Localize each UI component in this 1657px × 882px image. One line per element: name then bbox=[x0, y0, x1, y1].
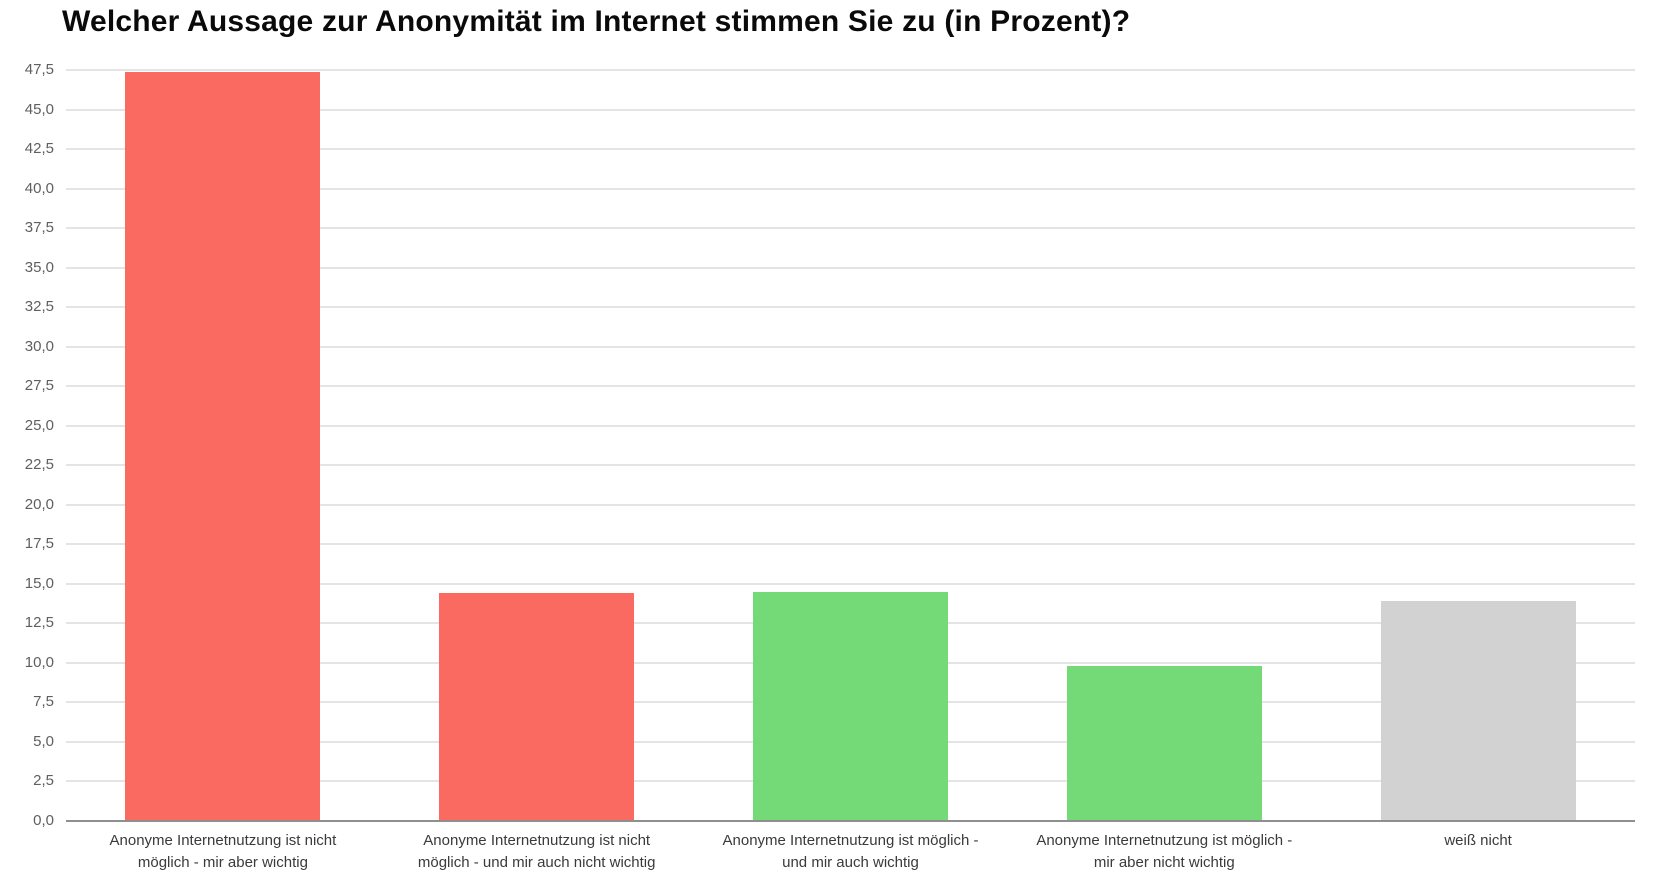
y-tick-label: 0,0 bbox=[33, 812, 54, 829]
gridline bbox=[66, 69, 1635, 71]
bar bbox=[1066, 666, 1262, 821]
gridline bbox=[66, 464, 1635, 467]
y-tick-label: 40,0 bbox=[24, 179, 54, 197]
gridline bbox=[66, 227, 1635, 230]
category-label: Anonyme Internetnutzung ist möglich - mir… bbox=[1036, 832, 1293, 871]
bar bbox=[1380, 601, 1576, 821]
y-tick-label: 7,5 bbox=[33, 693, 54, 711]
gridline bbox=[66, 503, 1635, 506]
gridline bbox=[66, 543, 1635, 546]
gridline bbox=[66, 385, 1635, 388]
y-tick-label: 47,5 bbox=[24, 61, 54, 78]
y-tick-label: 37,5 bbox=[24, 219, 54, 237]
gridline bbox=[66, 424, 1635, 427]
x-axis-labels: Anonyme Internetnutzung ist nicht möglich… bbox=[66, 830, 1635, 882]
y-tick-label: 32,5 bbox=[24, 298, 54, 316]
y-tick-label: 27,5 bbox=[24, 377, 54, 395]
gridline bbox=[66, 582, 1635, 585]
y-tick-label: 15,0 bbox=[24, 574, 54, 592]
y-tick-label: 10,0 bbox=[24, 653, 54, 671]
y-tick-label: 22,5 bbox=[24, 456, 54, 474]
y-tick-label: 25,0 bbox=[24, 416, 54, 434]
chart-title: Welcher Aussage zur Anonymität im Intern… bbox=[62, 5, 1131, 38]
category-label: weiß nicht bbox=[1444, 832, 1512, 849]
y-tick-label: 30,0 bbox=[24, 337, 54, 355]
y-tick-label: 42,5 bbox=[24, 140, 54, 158]
category-label: Anonyme Internetnutzung ist möglich - und… bbox=[722, 832, 979, 871]
y-tick-label: 45,0 bbox=[24, 100, 54, 118]
y-tick-label: 2,5 bbox=[33, 772, 54, 790]
y-tick-label: 12,5 bbox=[24, 614, 54, 632]
y-tick-label: 20,0 bbox=[24, 495, 54, 513]
y-tick-label: 35,0 bbox=[24, 258, 54, 276]
gridline bbox=[66, 266, 1635, 269]
y-tick-label: 17,5 bbox=[24, 535, 54, 553]
gridline bbox=[66, 306, 1635, 309]
category-label: Anonyme Internetnutzung ist nicht möglich… bbox=[417, 832, 656, 871]
gridline bbox=[66, 345, 1635, 348]
x-axis-line bbox=[66, 820, 1635, 822]
bar bbox=[439, 593, 635, 821]
bar bbox=[125, 71, 321, 821]
gridline bbox=[66, 187, 1635, 190]
gridline bbox=[66, 108, 1635, 111]
bar bbox=[753, 591, 948, 821]
plot-area bbox=[66, 69, 1635, 822]
y-tick-label: 5,0 bbox=[33, 732, 54, 750]
gridline bbox=[66, 148, 1635, 151]
category-label: Anonyme Internetnutzung ist nicht möglich… bbox=[109, 832, 337, 871]
y-axis: 0,0 2,5 5,0 7,5 10,0 12,5 15,0 17,5 20,0 22,5 25,0… bbox=[0, 61, 54, 829]
